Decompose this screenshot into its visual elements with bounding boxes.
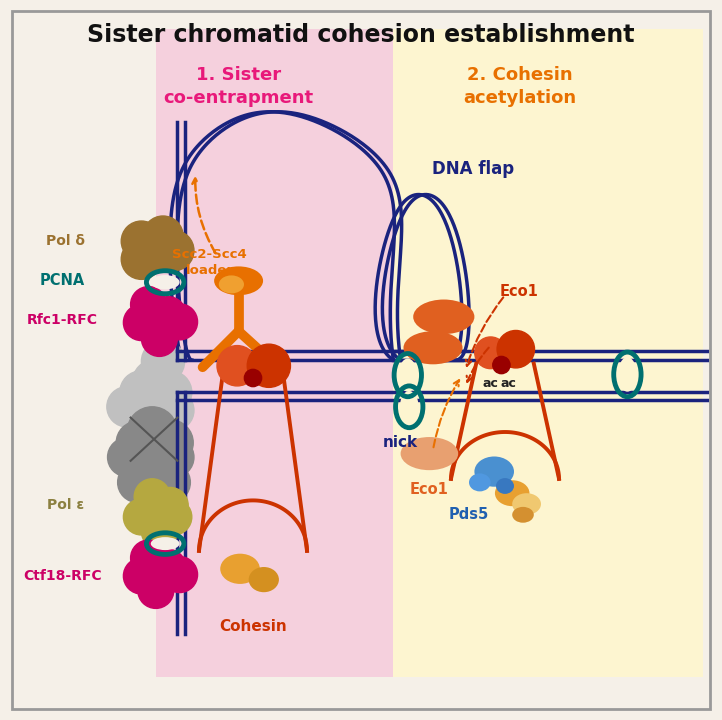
Circle shape (123, 499, 160, 535)
Text: 1. Sister
co-entrapment: 1. Sister co-entrapment (164, 66, 313, 107)
Ellipse shape (469, 474, 491, 492)
Circle shape (142, 320, 178, 356)
Circle shape (138, 502, 174, 538)
Ellipse shape (512, 507, 534, 523)
Circle shape (162, 557, 198, 593)
Text: 2. Cohesin
acetylation: 2. Cohesin acetylation (463, 66, 576, 107)
Ellipse shape (413, 300, 474, 334)
Circle shape (247, 344, 290, 387)
Circle shape (143, 216, 183, 256)
Ellipse shape (401, 437, 458, 470)
Ellipse shape (618, 357, 637, 392)
Bar (393, 29, 703, 677)
Ellipse shape (220, 554, 260, 584)
Circle shape (154, 390, 194, 431)
Circle shape (497, 330, 534, 368)
Circle shape (142, 340, 185, 383)
Bar (156, 29, 393, 677)
Text: Pol δ: Pol δ (46, 234, 85, 248)
Circle shape (156, 499, 192, 535)
Text: Pol ε: Pol ε (47, 498, 84, 513)
Circle shape (123, 558, 160, 594)
Ellipse shape (512, 493, 541, 515)
Text: Eco1: Eco1 (410, 482, 449, 497)
Circle shape (131, 450, 174, 493)
Circle shape (217, 346, 257, 386)
Text: Cohesin: Cohesin (219, 619, 287, 634)
Circle shape (138, 572, 174, 608)
Text: Scc2-Scc4
loader: Scc2-Scc4 loader (173, 248, 247, 277)
Ellipse shape (399, 359, 417, 392)
Circle shape (107, 387, 147, 427)
Ellipse shape (495, 480, 529, 506)
Ellipse shape (214, 266, 263, 295)
Ellipse shape (404, 331, 463, 364)
Circle shape (123, 305, 160, 341)
Text: ac: ac (483, 377, 498, 390)
Circle shape (154, 230, 194, 271)
Circle shape (121, 239, 162, 279)
Circle shape (492, 356, 510, 374)
Circle shape (118, 462, 158, 503)
Circle shape (129, 387, 175, 433)
Ellipse shape (151, 537, 180, 550)
Circle shape (132, 359, 180, 407)
Circle shape (116, 421, 160, 464)
Ellipse shape (219, 276, 244, 294)
Circle shape (127, 407, 178, 457)
Circle shape (147, 420, 193, 466)
Circle shape (475, 337, 506, 369)
Circle shape (150, 297, 186, 333)
Text: PCNA: PCNA (40, 274, 84, 288)
Text: Ctf18-RFC: Ctf18-RFC (23, 569, 102, 583)
Text: Pds5: Pds5 (449, 508, 489, 522)
Ellipse shape (496, 478, 514, 494)
Circle shape (120, 371, 163, 414)
Text: Sister chromatid cohesion establishment: Sister chromatid cohesion establishment (87, 22, 635, 47)
Circle shape (131, 540, 167, 576)
Circle shape (131, 287, 167, 323)
Circle shape (142, 513, 178, 549)
Circle shape (134, 436, 178, 479)
Text: ac: ac (500, 377, 516, 390)
Circle shape (121, 221, 162, 261)
Circle shape (140, 310, 176, 346)
Ellipse shape (151, 275, 180, 289)
Text: Eco1: Eco1 (500, 284, 539, 299)
Text: Rfc1-RFC: Rfc1-RFC (27, 313, 97, 328)
Circle shape (154, 437, 194, 477)
Circle shape (244, 369, 261, 387)
Text: DNA flap: DNA flap (432, 161, 513, 179)
Circle shape (152, 487, 188, 523)
Circle shape (149, 371, 192, 414)
Circle shape (134, 479, 170, 515)
Text: nick: nick (383, 436, 418, 450)
Ellipse shape (400, 391, 419, 423)
Circle shape (162, 304, 198, 340)
Circle shape (132, 233, 173, 274)
Circle shape (108, 438, 147, 477)
Ellipse shape (474, 456, 514, 487)
Circle shape (150, 549, 186, 585)
Circle shape (150, 462, 191, 503)
Ellipse shape (248, 567, 279, 592)
Circle shape (140, 562, 176, 598)
